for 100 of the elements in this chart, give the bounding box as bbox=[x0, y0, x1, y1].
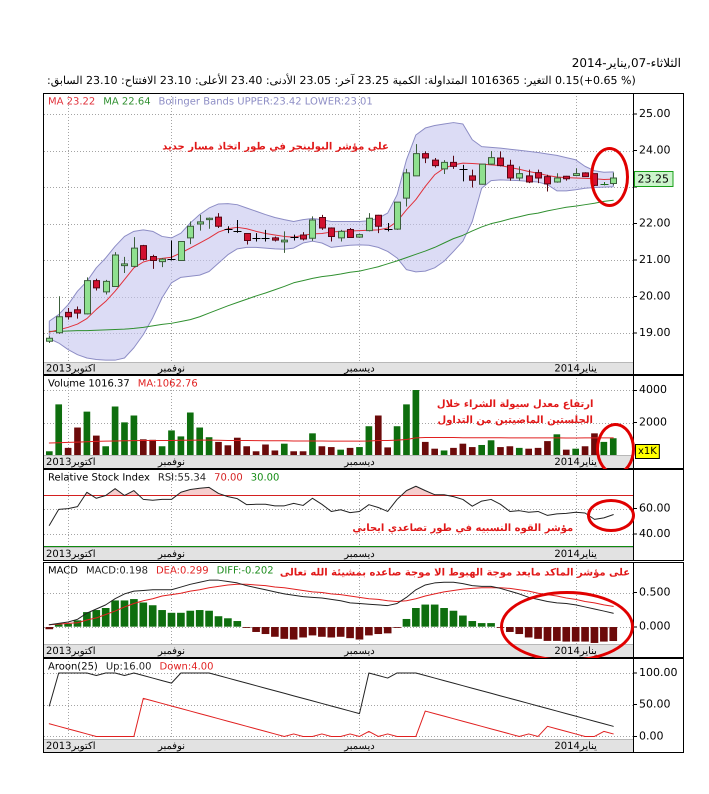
y-tick-label: 0.00 bbox=[639, 729, 664, 742]
bar bbox=[478, 444, 485, 455]
bar bbox=[178, 436, 184, 455]
bar bbox=[562, 450, 570, 455]
bar bbox=[327, 627, 336, 638]
bar bbox=[300, 451, 306, 455]
bar bbox=[412, 390, 420, 455]
bar bbox=[233, 621, 242, 627]
y-tick-label: 19.00 bbox=[639, 326, 670, 340]
y-tick-label: 0.500 bbox=[639, 585, 670, 598]
bar bbox=[272, 450, 278, 455]
bar bbox=[572, 448, 579, 455]
x-tick-label: نوفمبر bbox=[156, 549, 186, 560]
bar bbox=[215, 442, 222, 455]
bar bbox=[196, 428, 204, 455]
x-tick-label: نوفمبر bbox=[156, 364, 186, 375]
y-tick-label: 0.000 bbox=[639, 620, 670, 633]
bar bbox=[374, 627, 382, 634]
x-tick-label: نوفمبر bbox=[156, 646, 186, 658]
bar bbox=[346, 448, 354, 455]
bar bbox=[384, 447, 392, 455]
chart-title: Relative Stock Index bbox=[48, 472, 150, 484]
x-tick-label: يناير2014 bbox=[554, 646, 598, 658]
annotation: على مؤشر البولينجر في طور اتخاذ مسار جديد bbox=[162, 141, 389, 152]
bar bbox=[140, 439, 147, 455]
bar bbox=[112, 406, 118, 455]
x-tick-label: ديسمبر bbox=[343, 457, 375, 468]
bar bbox=[609, 627, 618, 642]
text: 23.25 bbox=[638, 172, 669, 186]
bar bbox=[224, 445, 232, 455]
bar bbox=[525, 448, 532, 455]
x-tick-label: ديسمبر bbox=[343, 646, 375, 658]
bar bbox=[102, 608, 110, 627]
y-tick-label: 50.00 bbox=[639, 698, 670, 711]
ref-line-label: 30.00 bbox=[250, 472, 280, 484]
bar bbox=[328, 447, 335, 455]
x-tick-label: اكتوبر2013 bbox=[46, 646, 96, 658]
bar bbox=[168, 430, 175, 455]
bar bbox=[84, 412, 90, 455]
y-tick-label: 40.00 bbox=[639, 527, 670, 540]
y-tick-label: 100.00 bbox=[639, 666, 678, 679]
x-tick-label: يناير2014 bbox=[554, 549, 598, 560]
text: Down:4.00 bbox=[160, 662, 214, 673]
bar bbox=[554, 434, 560, 455]
bar bbox=[534, 448, 542, 455]
bar bbox=[186, 412, 194, 455]
bar bbox=[186, 610, 194, 627]
series-label: DEA:0.299 bbox=[156, 566, 209, 577]
bar bbox=[562, 627, 570, 642]
bar bbox=[130, 416, 138, 455]
bar bbox=[252, 451, 260, 455]
bar bbox=[440, 450, 448, 455]
bar bbox=[121, 422, 128, 455]
x-tick-label: يناير2014 bbox=[554, 741, 598, 752]
x-tick-label: يناير2014 bbox=[554, 457, 598, 468]
bar bbox=[262, 444, 269, 455]
x-tick-label: اكتوبر2013 bbox=[46, 741, 96, 752]
bar bbox=[366, 426, 372, 455]
bar bbox=[196, 610, 204, 627]
bar bbox=[74, 428, 81, 455]
bar bbox=[148, 605, 157, 627]
bar bbox=[55, 404, 62, 455]
bar bbox=[600, 442, 608, 455]
bar bbox=[336, 627, 345, 637]
text: MA 22.64 bbox=[103, 96, 151, 108]
bar bbox=[460, 444, 466, 455]
bar bbox=[158, 446, 166, 455]
x-tick-label: ديسمبر bbox=[343, 364, 375, 375]
bar bbox=[234, 438, 241, 455]
bar bbox=[92, 436, 100, 455]
bar bbox=[515, 627, 524, 634]
bar bbox=[544, 441, 551, 455]
bar bbox=[468, 621, 476, 627]
bar bbox=[280, 444, 288, 455]
bar bbox=[280, 627, 288, 639]
annotation: Bolinger Bands UPPER:23.42 LOWER:23.01 bbox=[158, 96, 373, 108]
text: MA:1062.76 bbox=[138, 378, 198, 390]
y-tick-label: 25.00 bbox=[639, 107, 670, 120]
annotation: ارتفاع معدل سيولة الشراء خلال الجلستين الماضيتين من التداول bbox=[436, 399, 594, 426]
y-tick-label: 2000 bbox=[639, 416, 667, 429]
x-tick-label: نوفمبر bbox=[156, 457, 186, 468]
annotation: على مؤشر الماكد مايعد موجة الهبوط الا موجة صاعده بمشيئة الله تعالى bbox=[280, 568, 630, 579]
bar bbox=[102, 446, 110, 455]
bar bbox=[243, 446, 250, 455]
bar bbox=[394, 426, 400, 455]
text: DIFF:-0.202 bbox=[216, 566, 274, 577]
bar bbox=[488, 440, 494, 455]
bar bbox=[356, 447, 363, 455]
x-tick-label: نوفمبر bbox=[156, 741, 186, 752]
series-label: Up:16.00 bbox=[106, 662, 152, 673]
bar bbox=[431, 448, 438, 455]
bar bbox=[506, 446, 514, 455]
bar bbox=[206, 437, 212, 455]
y-tick-label: 22.00 bbox=[639, 216, 670, 230]
x-tick-label: ديسمبر bbox=[343, 549, 375, 560]
bar bbox=[516, 448, 523, 455]
x-tick-label: اكتوبر2013 bbox=[46, 549, 96, 560]
series-label: RSI:55.34 bbox=[158, 472, 206, 484]
bar bbox=[421, 604, 430, 627]
annotation: مؤشر القوه النسبيه في طور تصاعدي ايجابي bbox=[352, 522, 574, 534]
